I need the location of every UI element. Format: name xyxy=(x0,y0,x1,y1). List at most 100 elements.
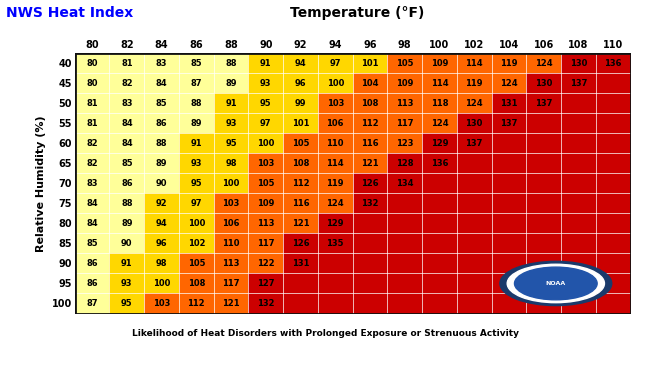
Bar xyxy=(214,293,248,314)
Text: 112: 112 xyxy=(292,179,309,188)
Bar xyxy=(491,93,526,113)
Bar xyxy=(318,253,352,274)
Bar xyxy=(457,233,491,253)
Bar xyxy=(248,293,283,314)
Text: 108: 108 xyxy=(361,99,379,108)
Bar xyxy=(387,73,422,93)
Text: 91: 91 xyxy=(226,99,237,108)
Bar xyxy=(596,133,630,153)
Bar xyxy=(109,193,144,214)
Bar xyxy=(457,193,491,214)
Bar xyxy=(387,153,422,173)
Text: 113: 113 xyxy=(222,259,240,268)
Bar xyxy=(491,253,526,274)
Bar xyxy=(179,113,214,133)
Bar xyxy=(248,133,283,153)
Bar xyxy=(75,253,109,274)
Bar xyxy=(352,193,387,214)
Bar xyxy=(596,233,630,253)
Text: 87: 87 xyxy=(190,79,202,88)
Bar xyxy=(526,214,561,233)
Bar xyxy=(144,173,179,193)
Bar xyxy=(75,193,109,214)
Text: 88: 88 xyxy=(226,59,237,68)
Bar xyxy=(526,233,561,253)
Bar xyxy=(75,53,109,73)
Bar xyxy=(491,113,526,133)
Text: 137: 137 xyxy=(465,139,483,148)
Bar xyxy=(561,193,596,214)
Bar xyxy=(75,274,109,293)
Text: 109: 109 xyxy=(257,199,274,208)
Text: 88: 88 xyxy=(121,199,133,208)
Bar xyxy=(526,173,561,193)
Bar xyxy=(283,253,318,274)
Text: 82: 82 xyxy=(121,79,133,88)
Text: 135: 135 xyxy=(326,239,344,248)
Bar xyxy=(318,173,352,193)
Text: 99: 99 xyxy=(294,99,306,108)
Text: Likelihood of Heat Disorders with Prolonged Exposure or Strenuous Activity: Likelihood of Heat Disorders with Prolon… xyxy=(131,329,519,338)
Bar xyxy=(179,253,214,274)
Bar xyxy=(283,73,318,93)
Bar xyxy=(144,113,179,133)
Text: 87: 87 xyxy=(86,299,98,308)
Text: 105: 105 xyxy=(292,139,309,148)
Bar xyxy=(491,53,526,73)
Bar xyxy=(144,53,179,73)
Text: 95: 95 xyxy=(226,139,237,148)
Bar xyxy=(179,193,214,214)
Bar xyxy=(561,274,596,293)
Text: 124: 124 xyxy=(500,79,518,88)
Text: 114: 114 xyxy=(465,59,483,68)
Text: 130: 130 xyxy=(535,79,552,88)
Bar xyxy=(422,293,457,314)
Text: 83: 83 xyxy=(156,59,167,68)
Bar xyxy=(248,214,283,233)
Bar xyxy=(526,274,561,293)
Bar xyxy=(283,113,318,133)
Text: 117: 117 xyxy=(396,119,413,128)
Text: 81: 81 xyxy=(86,99,98,108)
Text: 128: 128 xyxy=(396,159,413,168)
Bar xyxy=(422,133,457,153)
Bar xyxy=(422,253,457,274)
Circle shape xyxy=(515,267,597,300)
Text: 84: 84 xyxy=(86,199,98,208)
Bar xyxy=(422,173,457,193)
Bar xyxy=(75,173,109,193)
Bar xyxy=(457,274,491,293)
Bar xyxy=(283,173,318,193)
Bar xyxy=(352,293,387,314)
Bar xyxy=(318,53,352,73)
Text: 96: 96 xyxy=(294,79,306,88)
Text: 106: 106 xyxy=(222,219,240,228)
Bar xyxy=(352,53,387,73)
Text: 116: 116 xyxy=(361,139,379,148)
Text: 103: 103 xyxy=(257,159,274,168)
Bar xyxy=(214,133,248,153)
Bar xyxy=(526,93,561,113)
Bar xyxy=(144,93,179,113)
Bar xyxy=(318,113,352,133)
Text: 124: 124 xyxy=(431,119,448,128)
Bar xyxy=(422,73,457,93)
Bar xyxy=(387,173,422,193)
Bar xyxy=(526,153,561,173)
Bar xyxy=(318,214,352,233)
Text: 126: 126 xyxy=(361,179,379,188)
Bar xyxy=(561,113,596,133)
Bar xyxy=(422,153,457,173)
Bar xyxy=(109,93,144,113)
Bar xyxy=(526,193,561,214)
Bar xyxy=(179,274,214,293)
Text: 126: 126 xyxy=(292,239,309,248)
Text: 82: 82 xyxy=(86,139,98,148)
Bar xyxy=(214,93,248,113)
Bar xyxy=(75,133,109,153)
Text: 108: 108 xyxy=(188,279,205,288)
Bar xyxy=(352,214,387,233)
Bar xyxy=(109,214,144,233)
Text: Temperature (°F): Temperature (°F) xyxy=(291,6,424,20)
Bar xyxy=(214,73,248,93)
